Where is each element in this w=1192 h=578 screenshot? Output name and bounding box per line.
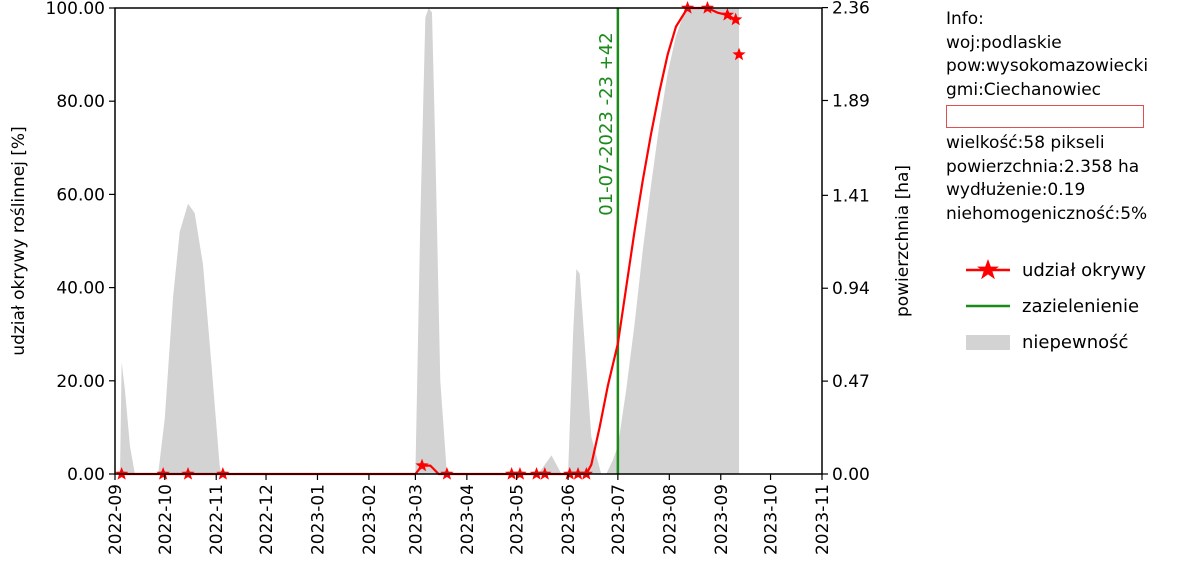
x-tick-label: 2023-01 (308, 484, 328, 555)
y-axis-label: udział okrywy roślinnej [%] (9, 126, 29, 355)
info-size: wielkość:58 pikseli (946, 133, 1105, 153)
plot-frame (114, 7, 823, 475)
x-tick-label: 2023-03 (406, 484, 426, 555)
y2-tick-label: 0.94 (832, 279, 870, 299)
x-tick-label: 2023-02 (360, 484, 380, 555)
x-tick-label: 2022-09 (106, 484, 126, 555)
x-tick-label: 2023-05 (508, 484, 528, 555)
gray-patch-icon (966, 330, 1010, 354)
redacted-box (946, 105, 1144, 128)
x-tick-label: 2023-04 (458, 484, 478, 555)
legend-label-greening: zazielenienie (1022, 295, 1140, 317)
star-line-icon (966, 258, 1010, 282)
y-axis-left: 0.00 20.00 40.00 60.00 80.00 100.00 (46, 0, 115, 485)
y2-tick-label: 2.36 (832, 0, 870, 19)
x-tick-label: 2022-12 (257, 484, 277, 555)
info-heterogeneity: niehomogeniczność:5% (946, 203, 1148, 224)
x-tick-label: 2023-09 (712, 484, 732, 555)
x-tick-label: 2023-08 (660, 484, 680, 555)
x-tick-label: 2022-10 (156, 484, 176, 555)
coverage-marker (729, 12, 743, 26)
coverage-marker (732, 47, 746, 61)
y2-tick-label: 0.00 (832, 465, 870, 485)
info-voivodeship: woj:podlaskie (946, 32, 1062, 53)
legend-item-greening: zazielenienie (966, 288, 1146, 324)
y-tick-label: 40.00 (56, 279, 105, 299)
uncertainty-region (415, 8, 447, 474)
y-tick-label: 60.00 (56, 185, 105, 205)
info-panel: Info: woj:podlaskie pow:wysokomazowiecki… (946, 8, 1148, 226)
info-title: Info: (946, 9, 984, 29)
uncertainty-region (119, 362, 135, 474)
coverage-marker (720, 7, 735, 21)
uncertainty-region (158, 203, 222, 474)
x-tick-label: 2023-07 (609, 484, 629, 555)
legend-item-coverage: udział okrywy (966, 252, 1146, 288)
coverage-marker (415, 458, 429, 472)
info-elongation: wydłużenie:0.19 (946, 180, 1086, 200)
y-tick-label: 0.00 (67, 465, 105, 485)
green-line-icon (966, 294, 1010, 318)
chart: 2022-09 2022-10 2022-11 2022-12 2023-01 2023-… (9, 0, 913, 555)
y2-tick-label: 0.47 (832, 372, 870, 392)
x-tick-label: 2023-06 (559, 484, 579, 555)
y-tick-label: 20.00 (56, 372, 105, 392)
y2-tick-label: 1.89 (832, 91, 870, 111)
greening-date-label: 01-07-2023 -23 +42 (596, 32, 617, 215)
uncertainty-region (538, 455, 562, 474)
x-tick-label: 2022-11 (207, 484, 227, 555)
info-commune: gmi:Ciechanowiec (946, 79, 1102, 100)
legend: udział okrywy zazielenienie niepewność (966, 252, 1146, 360)
y2-tick-label: 1.41 (832, 186, 870, 206)
legend-item-uncertainty: niepewność (966, 324, 1146, 360)
info-county: pow:wysokomazowiecki (946, 56, 1149, 76)
y-tick-label: 80.00 (56, 92, 105, 112)
uncertainty-region (606, 8, 740, 474)
uncertainty-regions (119, 8, 740, 474)
y-tick-label: 100.00 (46, 0, 105, 19)
x-axis: 2022-09 2022-10 2022-11 2022-12 2023-01 2023-… (106, 474, 833, 555)
y-axis-right: 0.00 0.47 0.94 1.41 1.89 2.36 (822, 0, 870, 485)
legend-label-uncertainty: niepewność (1022, 331, 1129, 353)
x-tick-label: 2023-10 (762, 484, 782, 555)
uncertainty-region (568, 268, 602, 474)
info-area: powierzchnia:2.358 ha (946, 156, 1140, 177)
legend-label-coverage: udział okrywy (1022, 259, 1147, 281)
y2-axis-label: powierzchnia [ha] (893, 165, 913, 317)
x-tick-label: 2023-11 (813, 484, 833, 555)
